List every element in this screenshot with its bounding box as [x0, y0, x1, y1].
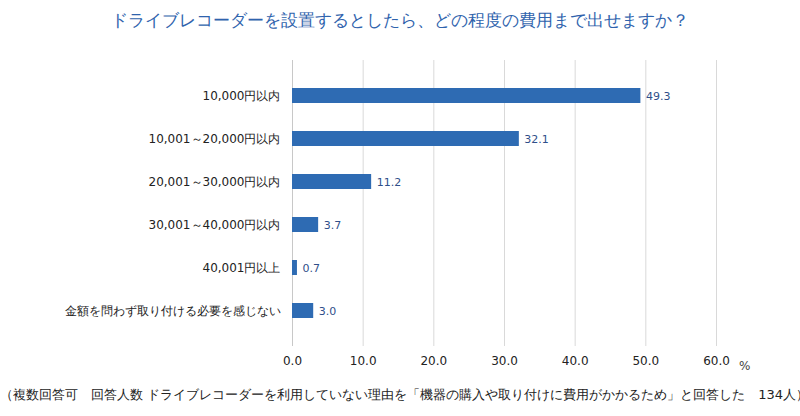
svg-text:0.0: 0.0: [283, 354, 302, 368]
svg-text:0.7: 0.7: [302, 262, 320, 275]
svg-text:10,000円以内: 10,000円以内: [203, 89, 281, 103]
svg-text:30.0: 30.0: [491, 354, 518, 368]
svg-text:金額を問わず取り付ける必要を感じない: 金額を問わず取り付ける必要を感じない: [65, 304, 281, 318]
svg-text:%: %: [739, 359, 750, 373]
svg-text:3.0: 3.0: [319, 305, 337, 318]
svg-text:32.1: 32.1: [524, 133, 549, 146]
svg-text:40,001円以上: 40,001円以上: [203, 261, 281, 275]
svg-text:20,001～30,000円以内: 20,001～30,000円以内: [149, 175, 281, 189]
svg-text:40.0: 40.0: [562, 354, 589, 368]
svg-text:49.3: 49.3: [646, 90, 671, 103]
svg-text:10,001～20,000円以内: 10,001～20,000円以内: [149, 132, 281, 146]
svg-text:3.7: 3.7: [324, 219, 342, 232]
svg-text:60.0: 60.0: [703, 354, 730, 368]
svg-text:11.2: 11.2: [377, 176, 402, 189]
svg-text:30,001～40,000円以内: 30,001～40,000円以内: [149, 218, 281, 232]
svg-text:10.0: 10.0: [350, 354, 377, 368]
html-text:ドライブレコーダーを設置するとしたら、どの程度の費用まで出せ: ドライブレコーダーを設置するとしたら、どの程度の費用まで出せますか？: [111, 10, 689, 30]
svg-text:50.0: 50.0: [632, 354, 659, 368]
svg-text:20.0: 20.0: [420, 354, 447, 368]
